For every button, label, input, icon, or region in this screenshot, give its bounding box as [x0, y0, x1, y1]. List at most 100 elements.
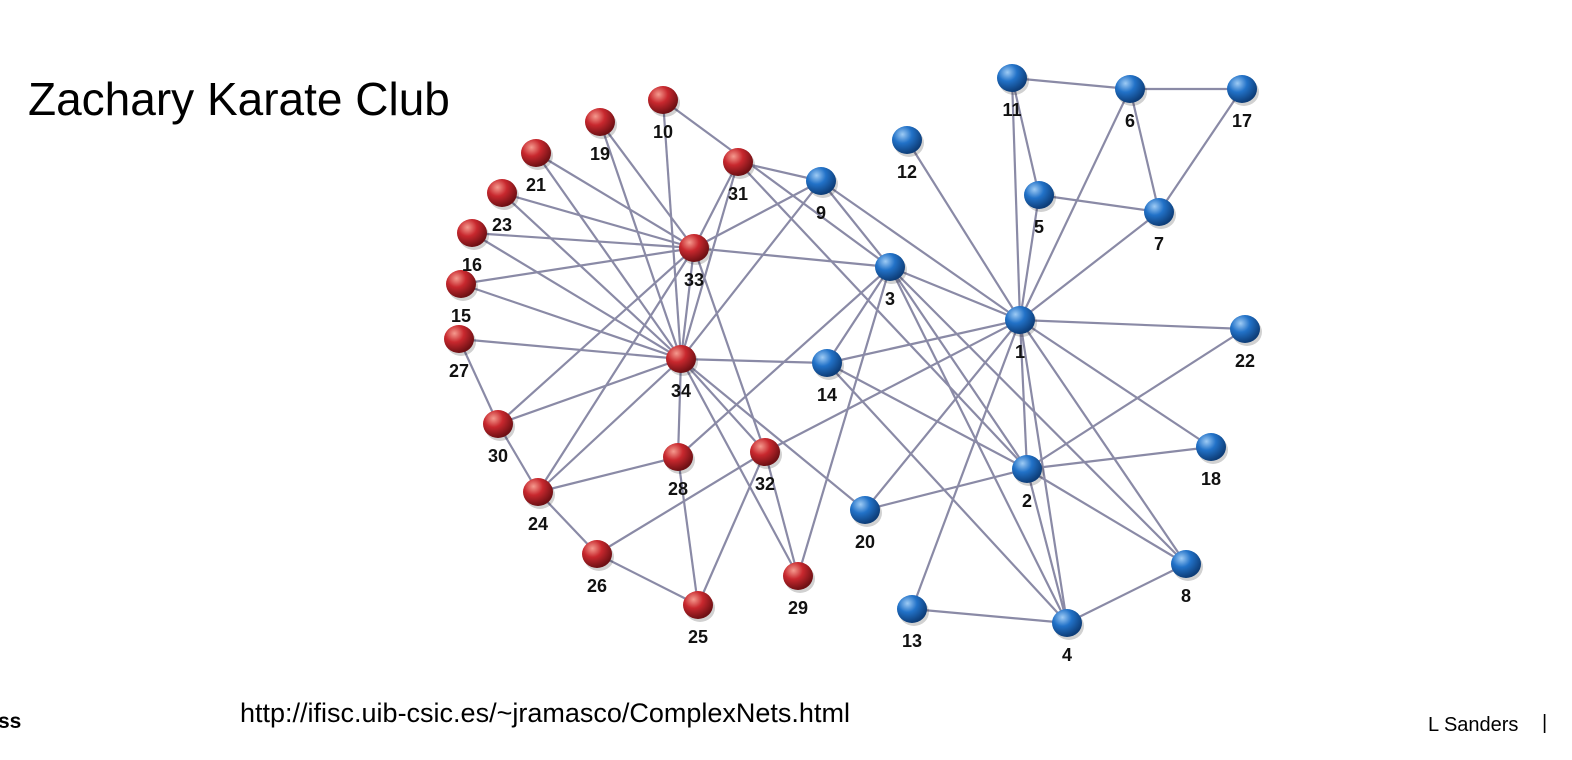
footer-left-text: ss [0, 710, 22, 733]
edge-1-12 [906, 139, 1021, 321]
node-label: 34 [671, 381, 691, 401]
node-sphere [997, 64, 1027, 92]
node-29: 29 [783, 562, 815, 618]
edge-1-3 [889, 265, 1021, 322]
edge-5-11 [1010, 77, 1041, 196]
node-sphere [892, 126, 922, 154]
node-sphere [897, 595, 927, 623]
footer-separator: | [1542, 712, 1548, 734]
edge-33-34 [679, 247, 696, 360]
node-18: 18 [1196, 433, 1228, 489]
edge-1-22 [1019, 318, 1246, 331]
node-label: 24 [528, 514, 548, 534]
slide-title: Zachary Karate Club [28, 73, 450, 125]
node-sphere [487, 179, 517, 207]
node-sphere [521, 139, 551, 167]
node-30: 30 [483, 410, 515, 466]
node-34: 34 [666, 345, 698, 401]
node-9: 9 [806, 167, 838, 223]
node-sphere [648, 86, 678, 114]
node-label: 23 [492, 215, 512, 235]
edge-25-32 [696, 451, 767, 606]
node-32: 32 [750, 438, 782, 494]
edge-1-20 [864, 319, 1021, 511]
node-13: 13 [897, 595, 929, 651]
source-url-link[interactable]: http://ifisc.uib-csic.es/~jramasco/Compl… [240, 698, 850, 728]
edge-20-34 [680, 358, 866, 511]
node-label: 28 [668, 479, 688, 499]
edge-15-33 [460, 246, 695, 286]
node-label: 2 [1022, 491, 1032, 511]
node-label: 29 [788, 598, 808, 618]
node-label: 19 [590, 144, 610, 164]
node-label: 26 [587, 576, 607, 596]
edge-3-10 [662, 99, 891, 268]
node-label: 27 [449, 361, 469, 381]
node-sphere [663, 443, 693, 471]
edge-29-32 [763, 451, 800, 577]
edge-25-28 [676, 456, 700, 606]
node-sphere [850, 496, 880, 524]
node-31: 31 [723, 148, 755, 204]
edge-27-34 [458, 337, 682, 361]
node-label: 10 [653, 122, 673, 142]
edge-3-4 [889, 266, 1068, 624]
node-label: 25 [688, 627, 708, 647]
node-label: 11 [1002, 100, 1021, 120]
node-8: 8 [1171, 550, 1203, 606]
node-21: 21 [521, 139, 553, 195]
node-sphere [875, 253, 905, 281]
edge-1-9 [820, 180, 1021, 321]
edge-2-14 [826, 362, 1028, 470]
node-sphere [1196, 433, 1226, 461]
edge-1-8 [1019, 319, 1187, 565]
node-15: 15 [446, 270, 478, 326]
node-sphere [585, 108, 615, 136]
node-7: 7 [1144, 198, 1176, 254]
node-sphere [1052, 609, 1082, 637]
node-label: 18 [1201, 469, 1221, 489]
node-6: 6 [1115, 75, 1147, 131]
node-label: 5 [1034, 217, 1044, 237]
node-19: 19 [585, 108, 617, 164]
edge-10-34 [661, 99, 683, 360]
edge-26-32 [596, 451, 766, 555]
edge-1-4 [1018, 319, 1069, 624]
edge-21-34 [535, 152, 682, 360]
node-sphere [1005, 306, 1035, 334]
edge-30-34 [497, 357, 682, 426]
node-11: 11 [997, 64, 1029, 120]
node-label: 12 [897, 162, 917, 182]
node-14: 14 [812, 349, 844, 405]
node-10: 10 [648, 86, 680, 142]
node-28: 28 [663, 443, 695, 499]
footer-author: L Sanders [1428, 714, 1519, 736]
edge-5-7 [1038, 193, 1160, 214]
edge-29-34 [680, 358, 799, 577]
node-sphere [457, 219, 487, 247]
edge-30-33 [497, 247, 695, 425]
node-layer: 1234567891011121314151617181920212223242… [444, 64, 1262, 665]
edge-24-33 [537, 247, 695, 493]
node-label: 6 [1125, 111, 1135, 131]
edge-1-13 [910, 319, 1022, 610]
node-label: 9 [816, 203, 826, 223]
node-sphere [1227, 75, 1257, 103]
edge-9-33 [693, 180, 822, 249]
edge-9-34 [680, 180, 822, 360]
node-label: 13 [902, 631, 922, 651]
edge-4-13 [911, 607, 1068, 625]
edge-2-3 [889, 266, 1028, 470]
edge-23-33 [501, 191, 695, 250]
edge-3-9 [820, 180, 891, 268]
node-sphere [683, 591, 713, 619]
node-4: 4 [1052, 609, 1084, 665]
edge-21-33 [535, 152, 695, 249]
edge-27-30 [458, 338, 499, 425]
node-27: 27 [444, 325, 476, 381]
node-label: 22 [1235, 351, 1255, 371]
edge-32-34 [680, 358, 766, 453]
node-label: 3 [885, 289, 895, 309]
edge-1-7 [1019, 211, 1160, 321]
edge-1-32 [764, 319, 1021, 453]
